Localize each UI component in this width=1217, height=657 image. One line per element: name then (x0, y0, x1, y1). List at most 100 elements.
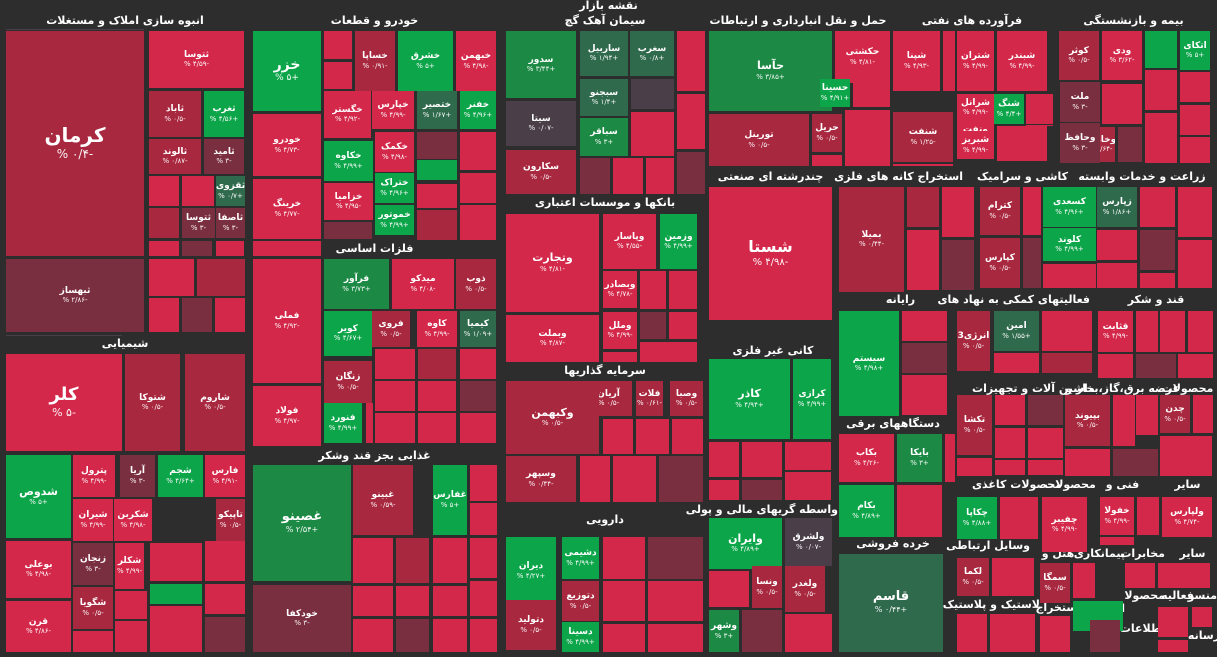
stock-tile-unlabeled[interactable] (253, 241, 321, 256)
stock-tile-unlabeled[interactable] (1160, 436, 1212, 476)
stock-tile-unlabeled[interactable] (1136, 311, 1158, 352)
stock-tile-unlabeled[interactable] (995, 395, 1025, 425)
stock-tile-unlabeled[interactable] (1125, 563, 1155, 588)
stock-tile[interactable]: خودرو -۴/۷۳ % (253, 114, 321, 176)
stock-tile[interactable]: شپنا -۴/۹۳ % (893, 31, 940, 91)
stock-tile[interactable]: خموتور +۴/۹۹ % (375, 205, 414, 235)
stock-tile[interactable]: شستا -۴/۹۸ % (709, 187, 832, 320)
stock-tile-unlabeled[interactable] (433, 538, 467, 583)
stock-tile-unlabeled[interactable] (1145, 31, 1177, 68)
stock-tile[interactable]: کپارس -۰/۵ % (980, 238, 1020, 288)
stock-tile-unlabeled[interactable] (460, 381, 496, 411)
stock-tile-unlabeled[interactable] (995, 428, 1025, 458)
stock-tile-unlabeled[interactable] (150, 606, 202, 652)
stock-tile-unlabeled[interactable] (470, 538, 497, 578)
stock-tile[interactable]: سدور +۳/۴۴ % (506, 31, 576, 98)
stock-tile[interactable]: ختراک +۴/۹۶ % (375, 173, 414, 203)
stock-tile-unlabeled[interactable] (845, 110, 890, 166)
stock-tile[interactable]: ونسا -۰/۵ % (752, 566, 782, 608)
stock-tile[interactable]: کویر +۴/۶۷ % (324, 311, 372, 356)
stock-tile-unlabeled[interactable] (1140, 273, 1175, 288)
stock-tile-unlabeled[interactable] (942, 187, 974, 237)
stock-tile[interactable]: کرمان -۰/۴ % (6, 31, 144, 256)
stock-tile-unlabeled[interactable] (150, 584, 202, 604)
stock-tile[interactable]: وحافظ -۳ % (1060, 123, 1100, 163)
stock-tile[interactable]: خرینگ -۴/۷۷ % (253, 179, 321, 239)
stock-tile[interactable]: شبریز -۴/۹۹ % (957, 131, 994, 159)
stock-tile-unlabeled[interactable] (324, 62, 352, 89)
stock-tile-unlabeled[interactable] (902, 311, 947, 341)
stock-tile[interactable]: ذوب -۰/۵ % (456, 259, 496, 309)
stock-tile-unlabeled[interactable] (1042, 311, 1092, 351)
stock-tile[interactable]: لکما -۰/۵ % (957, 558, 989, 596)
stock-tile[interactable]: کسعدی +۴/۹۶ % (1043, 187, 1096, 227)
stock-tile-unlabeled[interactable] (1170, 563, 1210, 588)
stock-tile[interactable]: سباقر +۳ % (580, 118, 628, 156)
stock-tile[interactable]: آریا -۳ % (120, 455, 155, 497)
stock-tile[interactable]: ثتوسا -۴/۵۹ % (149, 31, 244, 88)
stock-tile[interactable]: تکشا -۰/۵ % (957, 395, 992, 455)
stock-tile[interactable]: کلر -۵ % (6, 354, 122, 451)
stock-tile[interactable]: وسپهر -۰/۴۴ % (506, 456, 576, 502)
stock-tile-unlabeled[interactable] (205, 617, 245, 652)
stock-tile[interactable]: غفارس +۵ % (433, 465, 467, 535)
stock-tile-unlabeled[interactable] (603, 419, 633, 454)
stock-tile-unlabeled[interactable] (149, 298, 179, 332)
stock-tile[interactable]: حکشتی -۴/۸۱ % (835, 31, 890, 83)
stock-tile[interactable]: میدکو -۴/۰۸ % (392, 259, 454, 309)
stock-tile-unlabeled[interactable] (366, 403, 373, 443)
stock-tile-unlabeled[interactable] (353, 538, 393, 583)
stock-tile-unlabeled[interactable] (1097, 230, 1137, 260)
stock-tile-unlabeled[interactable] (709, 480, 739, 500)
stock-tile-unlabeled[interactable] (646, 158, 674, 194)
stock-tile-unlabeled[interactable] (417, 184, 457, 208)
stock-tile-unlabeled[interactable] (418, 413, 456, 443)
stock-tile-unlabeled[interactable] (1043, 264, 1096, 288)
stock-tile[interactable]: ولغدر -۰/۵ % (785, 566, 825, 612)
stock-tile-unlabeled[interactable] (1026, 94, 1053, 124)
stock-tile-unlabeled[interactable] (1158, 640, 1188, 652)
stock-tile[interactable]: چفیبر -۴/۹۹ % (1042, 497, 1087, 552)
stock-tile-unlabeled[interactable] (902, 343, 947, 373)
stock-tile-unlabeled[interactable] (669, 271, 697, 309)
stock-tile[interactable]: خبهمن -۴/۹۸ % (456, 31, 496, 91)
stock-tile-unlabeled[interactable] (375, 381, 415, 411)
stock-tile[interactable]: بپیوند -۰/۵ % (1065, 395, 1110, 446)
stock-tile-unlabeled[interactable] (603, 352, 637, 362)
stock-tile-unlabeled[interactable] (1098, 354, 1133, 378)
stock-tile[interactable]: فرآور +۳/۷۳ % (324, 259, 389, 309)
stock-tile-unlabeled[interactable] (1042, 353, 1092, 373)
stock-tile[interactable]: ولپارس -۴/۷۴ % (1162, 497, 1212, 537)
stock-tile-unlabeled[interactable] (1023, 187, 1041, 235)
stock-tile-unlabeled[interactable] (197, 259, 245, 296)
stock-tile-unlabeled[interactable] (6, 29, 144, 30)
stock-tile[interactable]: وبملت -۴/۸۷ % (506, 315, 599, 362)
stock-tile[interactable]: شیران -۴/۹۹ % (73, 499, 113, 541)
stock-tile-unlabeled[interactable] (631, 112, 674, 156)
stock-tile-unlabeled[interactable] (1026, 125, 1053, 126)
stock-tile-unlabeled[interactable] (115, 591, 147, 619)
stock-tile-unlabeled[interactable] (149, 176, 179, 206)
stock-tile-unlabeled[interactable] (1178, 354, 1213, 378)
stock-tile-unlabeled[interactable] (677, 31, 705, 91)
stock-tile-unlabeled[interactable] (785, 472, 831, 500)
stock-tile-unlabeled[interactable] (902, 375, 947, 415)
stock-tile[interactable]: حآسا +۳/۸۵ % (709, 31, 832, 111)
stock-tile-unlabeled[interactable] (1073, 563, 1095, 598)
stock-tile[interactable]: فملی -۴/۹۲ % (253, 259, 321, 383)
stock-tile-unlabeled[interactable] (1178, 187, 1212, 237)
stock-tile[interactable]: سیتا -۰/۰۷ % (506, 101, 576, 146)
stock-tile-unlabeled[interactable] (1188, 311, 1213, 352)
stock-tile[interactable]: شنگ +۴/۴ % (994, 94, 1024, 124)
stock-tile-unlabeled[interactable] (1192, 607, 1212, 627)
stock-tile-unlabeled[interactable] (1193, 395, 1213, 433)
stock-tile[interactable]: شرانل -۴/۹۹ % (957, 94, 994, 121)
stock-tile-unlabeled[interactable] (1180, 105, 1210, 135)
stock-tile[interactable]: چکاپا +۴/۸۸ % (957, 497, 997, 539)
stock-tile-unlabeled[interactable] (182, 241, 212, 256)
stock-tile[interactable]: دشیمی +۴/۹۹ % (562, 537, 599, 579)
stock-tile[interactable]: بمیلا -۰/۴۴ % (839, 187, 904, 292)
stock-tile-unlabeled[interactable] (460, 349, 496, 379)
stock-tile[interactable]: فارس -۴/۹۱ % (205, 455, 245, 497)
stock-tile[interactable]: سبجنو +۱/۴ % (580, 79, 628, 116)
